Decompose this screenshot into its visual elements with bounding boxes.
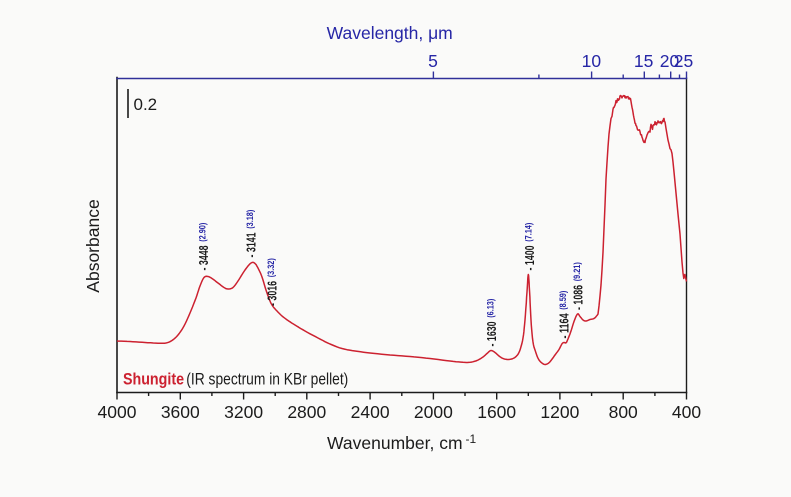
svg-text:400: 400 (672, 402, 701, 422)
svg-text:- 1164: - 1164 (557, 313, 571, 338)
svg-text:1200: 1200 (540, 402, 579, 422)
svg-text:Absorbance: Absorbance (83, 199, 103, 292)
svg-text:3200: 3200 (224, 402, 263, 422)
svg-text:25: 25 (674, 51, 693, 71)
svg-text:2800: 2800 (287, 402, 326, 422)
svg-text:- 1400: - 1400 (523, 245, 537, 270)
svg-text:2000: 2000 (414, 402, 453, 422)
svg-text:(7.14): (7.14) (524, 223, 534, 242)
svg-text:(IR spectrum in KBr pellet): (IR spectrum in KBr pellet) (186, 371, 348, 389)
svg-text:(3.18): (3.18) (245, 210, 255, 229)
svg-text:- 3016: - 3016 (265, 281, 279, 306)
svg-text:- 1086: - 1086 (571, 285, 585, 310)
svg-text:- 1630: - 1630 (485, 321, 499, 346)
svg-text:10: 10 (582, 51, 602, 71)
svg-text:Wavelength, μm: Wavelength, μm (327, 23, 453, 43)
svg-text:15: 15 (634, 51, 653, 71)
svg-text:Shungite: Shungite (123, 370, 184, 389)
svg-text:4000: 4000 (98, 402, 137, 422)
svg-text:5: 5 (428, 51, 438, 71)
svg-text:1600: 1600 (477, 402, 516, 422)
svg-text:(3.32): (3.32) (266, 258, 276, 277)
svg-text:3600: 3600 (161, 402, 200, 422)
svg-text:0.2: 0.2 (134, 95, 158, 114)
svg-text:(2.90): (2.90) (198, 223, 208, 242)
svg-text:(8.59): (8.59) (558, 291, 568, 310)
svg-text:2400: 2400 (351, 402, 390, 422)
svg-text:- 3448: - 3448 (197, 245, 211, 270)
svg-text:Wavenumber, cm: Wavenumber, cm (327, 433, 463, 453)
svg-text:(6.13): (6.13) (486, 299, 496, 318)
svg-text:(9.21): (9.21) (572, 262, 582, 281)
svg-text:- 3141: - 3141 (244, 232, 258, 257)
svg-text:20: 20 (660, 51, 680, 71)
svg-text:-1: -1 (466, 432, 477, 446)
svg-text:800: 800 (609, 402, 638, 422)
